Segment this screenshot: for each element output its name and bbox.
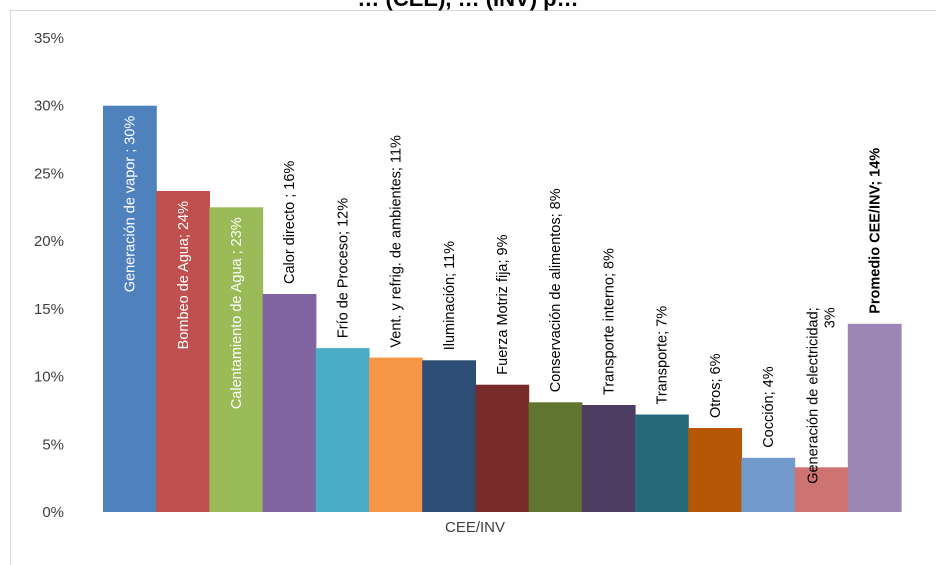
bar — [156, 191, 210, 512]
bar — [581, 405, 636, 512]
bar — [422, 360, 476, 512]
bars — [103, 105, 902, 513]
y-tick-label: 0% — [42, 504, 64, 521]
data-label: Vent. y refrig. de ambientes; 11% — [389, 135, 405, 348]
bar — [635, 414, 689, 512]
y-tick-label: 5% — [42, 436, 64, 453]
data-label: Calentamiento de Agua ; 23% — [229, 217, 245, 409]
data-label: Promedio CEE/INV; 14% — [867, 148, 883, 314]
y-tick-label: 25% — [34, 165, 64, 182]
data-labels: Generación de vapor ; 30% Bombeo de Agua;… — [123, 116, 884, 484]
chart-title: … (CEE), … (INV) p… — [0, 0, 936, 12]
y-tick-label: 10% — [34, 369, 64, 386]
data-label: Bombeo de Agua; 24% — [176, 201, 192, 349]
data-label: Transporte interno; 8% — [601, 248, 617, 395]
data-label: Frío de Proceso; 12% — [335, 198, 351, 338]
bar — [688, 428, 742, 512]
data-label: Calor directo ; 16% — [282, 161, 298, 284]
data-label: Conservación de alimentos; 8% — [548, 188, 564, 392]
data-label: Otros; 6% — [708, 353, 724, 418]
y-axis-ticks: 0% 5% 10% 15% 20% 25% 30% 35% — [34, 30, 64, 521]
bar — [794, 467, 849, 512]
bar — [103, 105, 157, 512]
bar — [847, 323, 902, 512]
bar — [209, 207, 264, 513]
bar — [475, 384, 530, 512]
data-label: Fuerza Motriz fija; 9% — [495, 234, 511, 374]
bar — [315, 348, 370, 512]
data-label: Iluminación; 11% — [442, 241, 458, 350]
y-tick-label: 15% — [34, 301, 64, 318]
data-label: Transporte; 7% — [655, 306, 671, 405]
bar — [528, 402, 583, 512]
y-tick-label: 35% — [34, 30, 64, 47]
data-label: Cocción; 4% — [761, 366, 777, 448]
data-label: Generación de vapor ; 30% — [123, 116, 139, 293]
data-label: Generación de electricidad;3% — [806, 307, 839, 484]
x-axis-label: CEE/INV — [445, 519, 505, 536]
bar — [369, 357, 423, 512]
bar — [262, 294, 317, 512]
chart-frame — [10, 10, 936, 565]
y-tick-label: 30% — [34, 98, 64, 115]
bar — [741, 457, 796, 512]
y-tick-label: 20% — [34, 233, 64, 250]
